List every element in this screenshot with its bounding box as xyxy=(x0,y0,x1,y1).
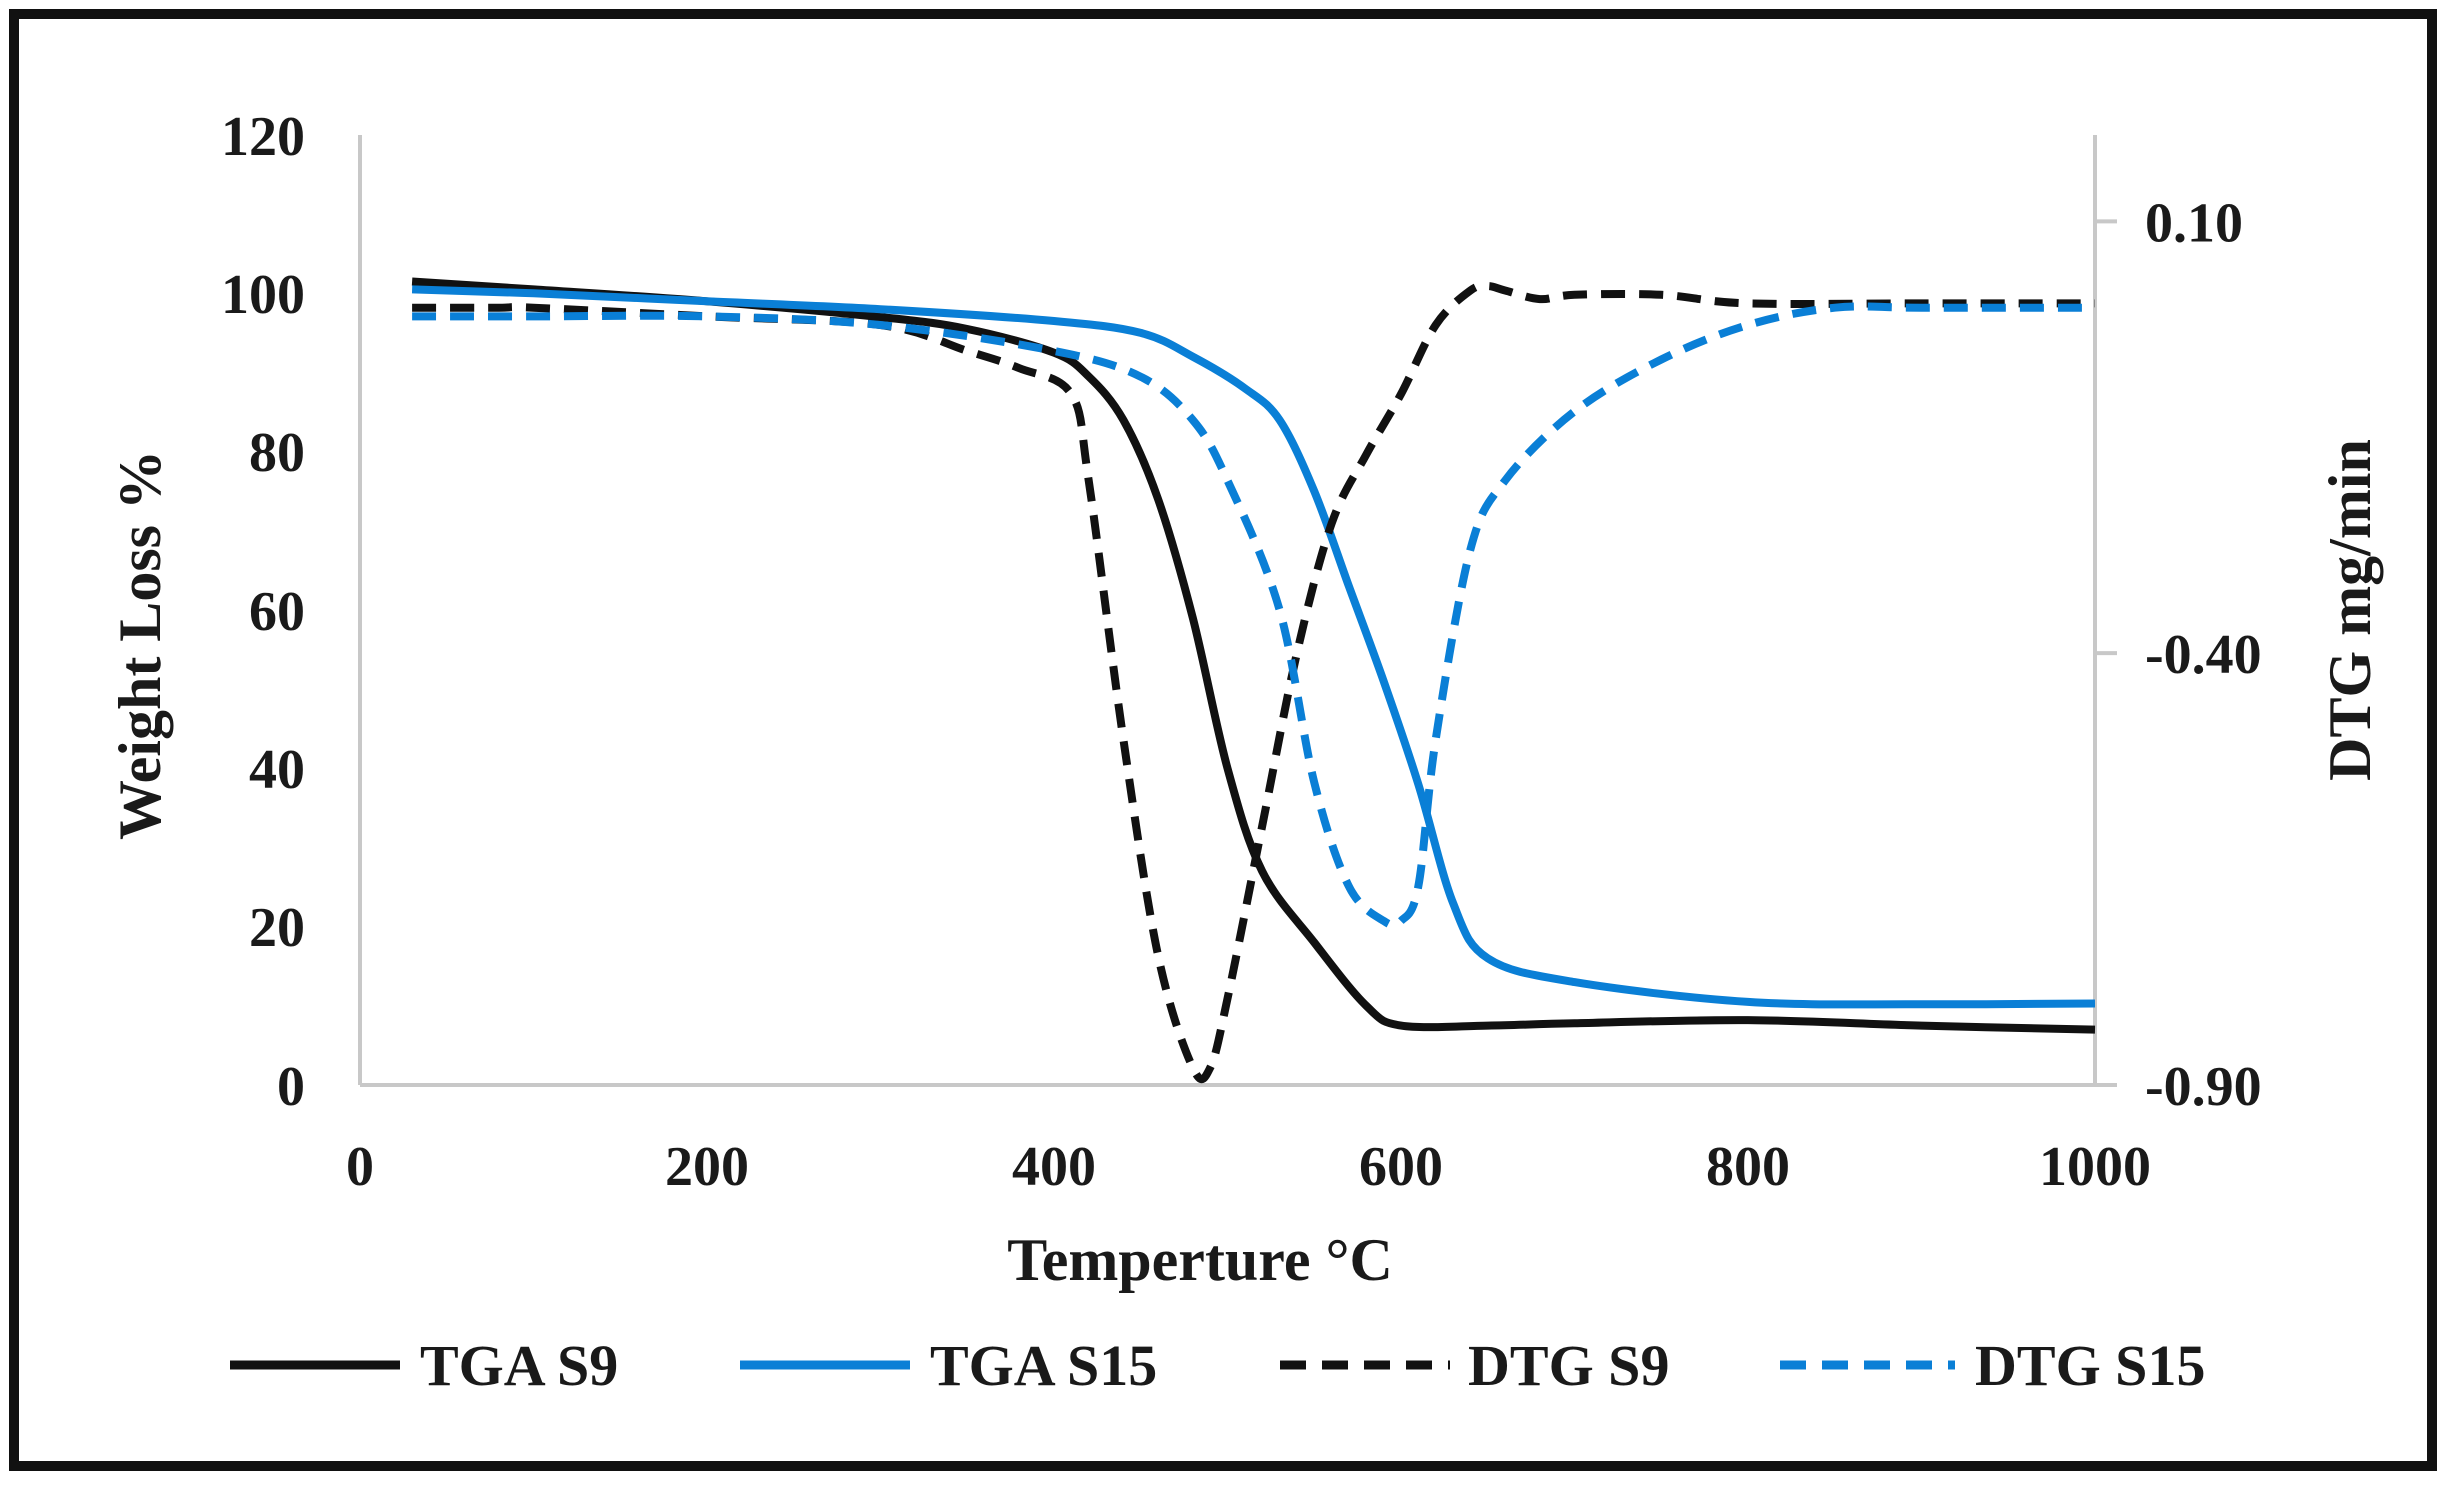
legend-label: DTG S9 xyxy=(1468,1333,1669,1398)
legend-label: DTG S15 xyxy=(1975,1333,2205,1398)
legend-item-dtg-s15: DTG S15 xyxy=(1780,1333,2205,1398)
x-tick-label: 600 xyxy=(1359,1136,1443,1198)
series-line-tga-s15 xyxy=(411,285,2096,1009)
x-tick-label: 200 xyxy=(665,1136,749,1198)
legend-item-tga-s9: TGA S9 xyxy=(230,1333,618,1398)
legend-label: TGA S9 xyxy=(420,1333,618,1398)
series-line-tga-s9 xyxy=(411,277,2096,1034)
y-tick-label: 100 xyxy=(221,264,305,326)
y-tick-label: 40 xyxy=(249,739,305,801)
right-y-tick-label: -0.40 xyxy=(2145,624,2262,686)
left-y-axis-title: Weight Loss % xyxy=(107,450,173,840)
x-tick-labels: 0 200 400 600 800 1000 xyxy=(346,1136,2151,1198)
right-y-tick-label: 0.10 xyxy=(2145,192,2243,254)
y-tick-label: 120 xyxy=(221,106,305,168)
x-axis-title: Temperture °C xyxy=(1007,1227,1393,1293)
legend-label: TGA S15 xyxy=(930,1333,1157,1398)
x-tick-label: 0 xyxy=(346,1136,374,1198)
x-tick-label: 800 xyxy=(1706,1136,1790,1198)
series-line-dtg-s15 xyxy=(412,302,2095,930)
y-tick-label: 80 xyxy=(249,422,305,484)
x-tick-label: 1000 xyxy=(2039,1136,2151,1198)
left-y-tick-labels: 120 100 80 60 40 20 0 xyxy=(221,106,305,1118)
y-tick-label: 60 xyxy=(249,581,305,643)
right-y-axis-title: DTG mg/min xyxy=(2317,439,2383,781)
series-layer xyxy=(411,277,2096,1084)
x-tick-label: 400 xyxy=(1012,1136,1096,1198)
legend: TGA S9 TGA S15 DTG S9 DTG S15 xyxy=(230,1333,2205,1398)
right-y-ticks: 0.10 -0.40 -0.90 xyxy=(2095,192,2262,1118)
legend-item-tga-s15: TGA S15 xyxy=(740,1333,1157,1398)
y-tick-label: 20 xyxy=(249,897,305,959)
right-y-tick-label: -0.90 xyxy=(2145,1056,2262,1118)
legend-item-dtg-s9: DTG S9 xyxy=(1280,1333,1669,1398)
y-tick-label: 0 xyxy=(277,1056,305,1118)
